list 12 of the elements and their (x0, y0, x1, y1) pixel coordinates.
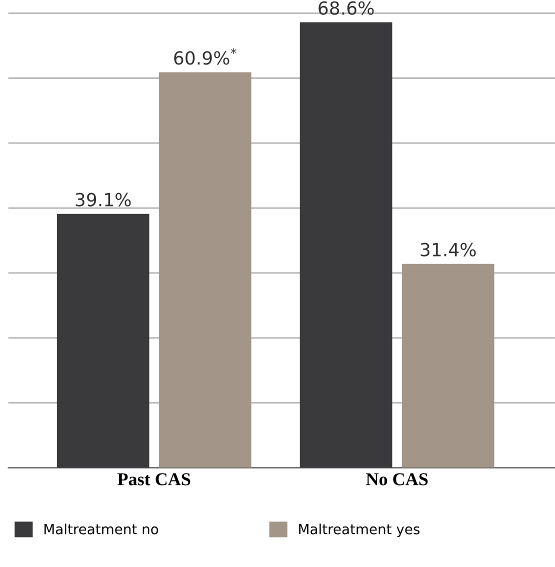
data-label: 68.6% (318, 1, 374, 15)
bar (158, 72, 252, 468)
bar (300, 22, 392, 468)
data-label: 31.4% (420, 242, 476, 256)
bar (402, 264, 494, 468)
bar (56, 214, 150, 468)
x-tick-label: Past CAS (118, 473, 190, 486)
data-label: 39.1% (76, 192, 131, 206)
data-label: 60.9%$^{*}$ (174, 48, 236, 65)
x-tick-label: No CAS (366, 473, 428, 486)
legend-label: Maltreatment yes (299, 524, 420, 538)
legend-label: Maltreatment no (44, 524, 158, 534)
